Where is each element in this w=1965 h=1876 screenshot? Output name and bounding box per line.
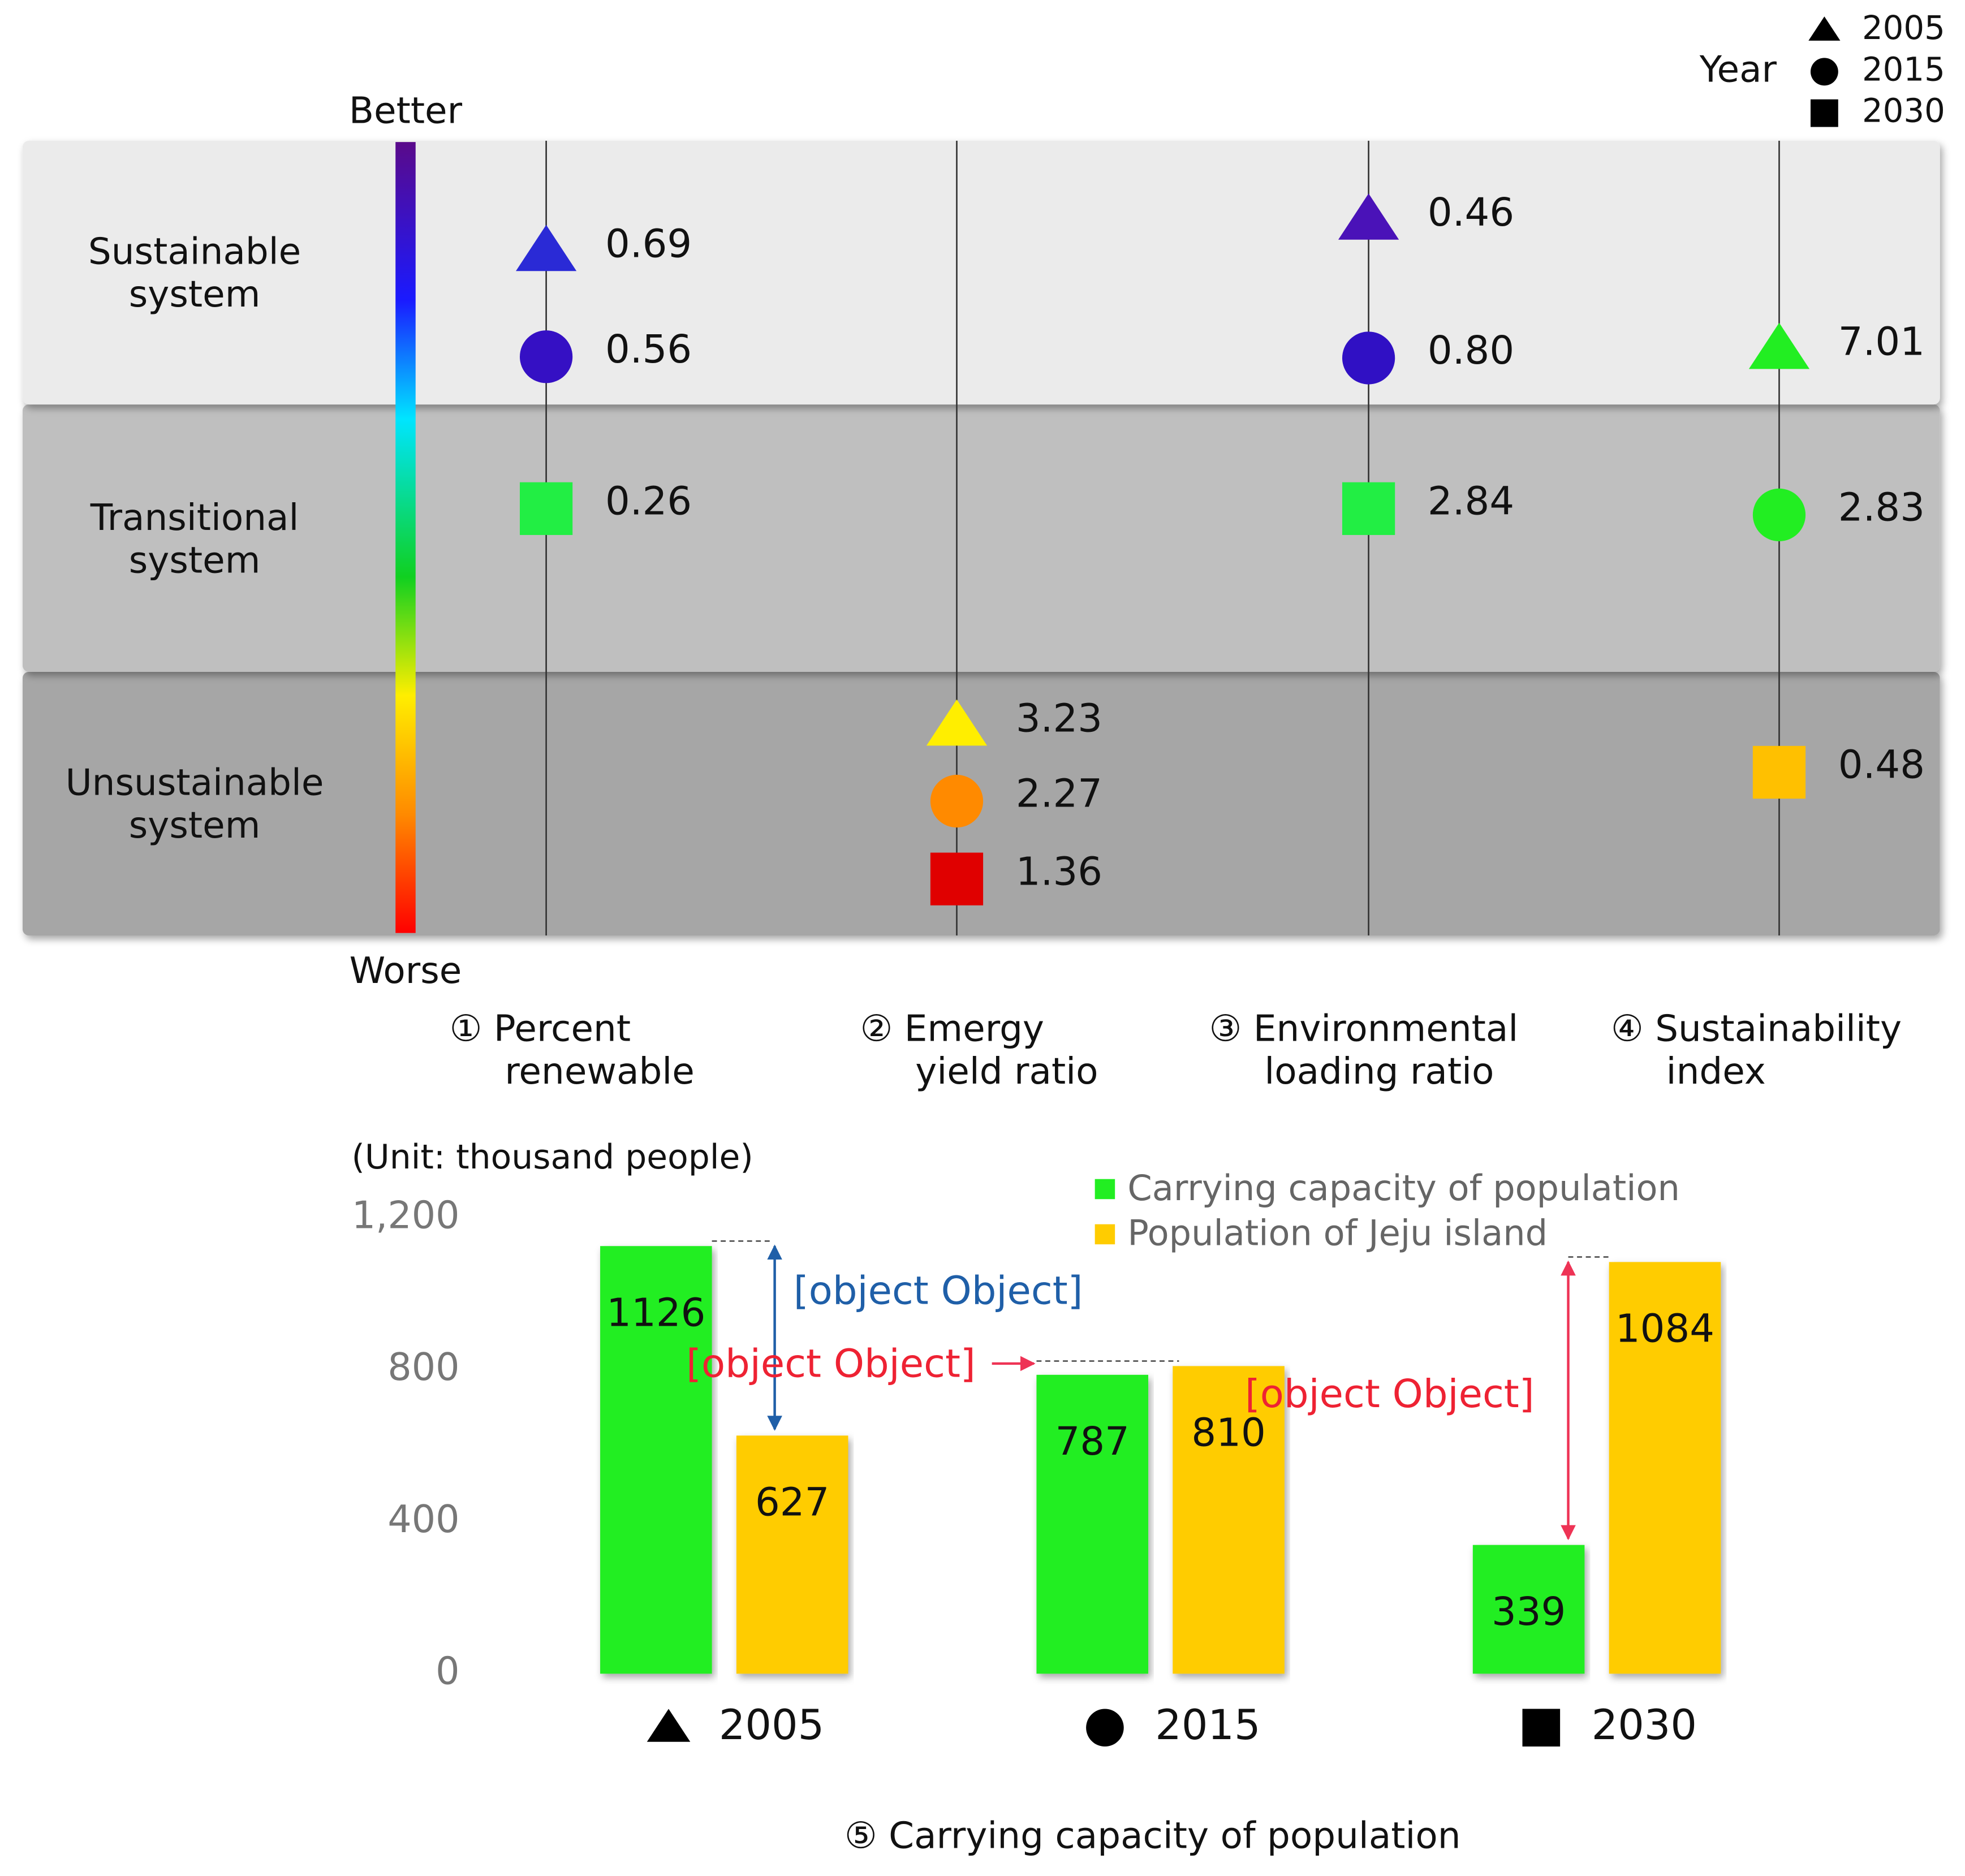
bar bbox=[1173, 1366, 1285, 1674]
legend-label: Population of Jeju island bbox=[1127, 1213, 1548, 1254]
indicator-label: ④ Sustainability index bbox=[1611, 1007, 1902, 1093]
marker bbox=[926, 699, 988, 746]
legend-label: 2015 bbox=[1862, 50, 1945, 88]
zone-bg bbox=[22, 140, 1940, 405]
bar bbox=[1036, 1374, 1149, 1674]
marker bbox=[930, 852, 984, 905]
marker bbox=[930, 774, 984, 828]
marker bbox=[1748, 322, 1810, 369]
zone-label: Sustainable system bbox=[88, 230, 301, 316]
data-label: 1126 bbox=[606, 1290, 705, 1335]
indicator-label: ② Emergy yield ratio bbox=[860, 1007, 1098, 1093]
marker bbox=[1752, 745, 1806, 799]
marker bbox=[1752, 488, 1806, 542]
data-label: 810 bbox=[1191, 1411, 1265, 1456]
marker bbox=[520, 482, 573, 535]
legend-label: 2030 bbox=[1862, 92, 1945, 130]
marker bbox=[520, 330, 573, 383]
value-label: 0.48 bbox=[1838, 743, 1925, 788]
value-label: 2.84 bbox=[1428, 478, 1514, 524]
unit-label: (Unit: thousand people) bbox=[352, 1137, 753, 1177]
y-tick-label: 0 bbox=[436, 1649, 459, 1693]
y-tick-label: 400 bbox=[387, 1497, 459, 1541]
category-marker bbox=[1086, 1709, 1124, 1747]
indicator-label: ④ Sustainability index bbox=[1611, 1007, 1902, 1093]
marker bbox=[516, 225, 577, 271]
marker bbox=[1342, 482, 1395, 535]
color-scale bbox=[395, 142, 416, 933]
value-label: 0.80 bbox=[1428, 328, 1514, 373]
legend-swatch bbox=[1094, 1179, 1115, 1200]
value-label: 7.01 bbox=[1838, 320, 1925, 365]
value-label: 0.26 bbox=[605, 478, 692, 524]
zone-label: Unsustainable system bbox=[65, 761, 324, 847]
bar bbox=[736, 1435, 848, 1674]
annotation: [object Object] bbox=[1245, 1372, 1535, 1417]
value-label: 2.27 bbox=[1016, 771, 1102, 817]
x-tick-label: 2030 bbox=[1592, 1701, 1697, 1749]
bar bbox=[600, 1246, 712, 1674]
value-label: 0.69 bbox=[605, 221, 692, 266]
x-tick-label: 2005 bbox=[719, 1701, 824, 1749]
y-tick-label: 800 bbox=[387, 1345, 459, 1389]
zone-label: Transitional system bbox=[90, 495, 299, 581]
indicator-label: ② Emergy yield ratio bbox=[860, 1007, 1098, 1093]
indicator-label: ① Percent renewable bbox=[449, 1007, 695, 1093]
value-label: 1.36 bbox=[1016, 849, 1102, 894]
x-tick-label: 2015 bbox=[1155, 1701, 1260, 1749]
y-tick-label: 1,200 bbox=[352, 1193, 460, 1237]
legend-swatch bbox=[1094, 1224, 1115, 1245]
legend-label: 2005 bbox=[1862, 8, 1945, 47]
annotation: [object Object] bbox=[686, 1341, 976, 1386]
zone-label: Sustainable system bbox=[88, 230, 301, 316]
data-label: 627 bbox=[755, 1480, 829, 1525]
zone-label: Unsustainable system bbox=[65, 761, 324, 847]
zone-bg bbox=[22, 404, 1940, 672]
category-marker bbox=[647, 1709, 691, 1742]
legend-title: Year bbox=[1699, 48, 1777, 90]
value-label: 0.46 bbox=[1428, 190, 1514, 235]
bottom-label: Worse bbox=[350, 950, 462, 992]
data-label: 1084 bbox=[1615, 1306, 1714, 1352]
zone-label: Transitional system bbox=[90, 495, 299, 581]
indicator-label: ① Percent renewable bbox=[449, 1007, 695, 1093]
legend-marker bbox=[1808, 16, 1841, 41]
annotation: [object Object] bbox=[794, 1269, 1083, 1314]
bar bbox=[1472, 1545, 1585, 1674]
marker bbox=[1338, 193, 1399, 240]
value-label: 2.83 bbox=[1838, 485, 1925, 531]
marker bbox=[1342, 331, 1395, 385]
indicator-label: ③ Environmental loading ratio bbox=[1209, 1007, 1519, 1093]
bar bbox=[1609, 1262, 1721, 1674]
indicator-label: ③ Environmental loading ratio bbox=[1209, 1007, 1519, 1093]
value-label: 0.56 bbox=[605, 327, 692, 372]
legend-label: Carrying capacity of population bbox=[1127, 1167, 1680, 1209]
data-label: 339 bbox=[1492, 1589, 1566, 1635]
category-marker bbox=[1522, 1709, 1561, 1747]
chart-title: ⑤ Carrying capacity of population bbox=[844, 1815, 1461, 1857]
data-label: 787 bbox=[1055, 1419, 1130, 1464]
value-label: 3.23 bbox=[1016, 696, 1102, 741]
legend-marker bbox=[1810, 58, 1838, 86]
top-label: Better bbox=[349, 90, 463, 132]
legend-marker bbox=[1810, 99, 1838, 127]
